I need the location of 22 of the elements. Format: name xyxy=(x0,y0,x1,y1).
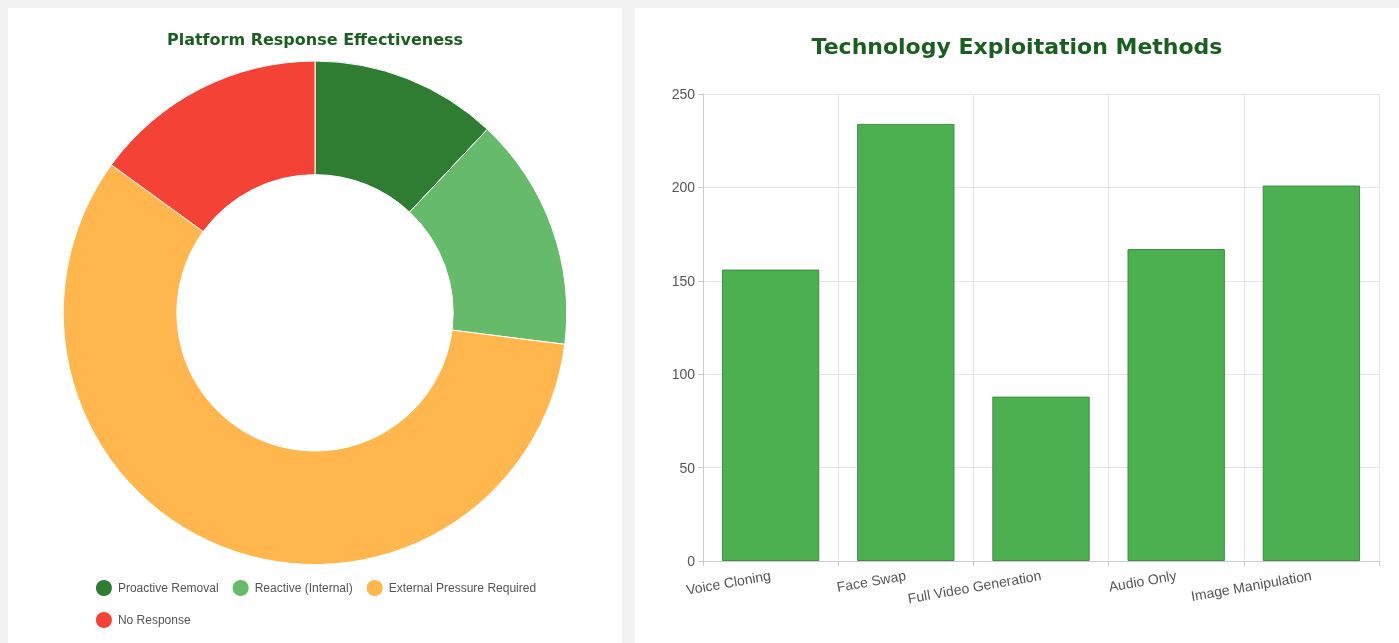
bar xyxy=(721,269,820,561)
y-tick-label: 100 xyxy=(671,366,696,383)
x-tick-label: Full Video Generation xyxy=(906,567,1043,607)
legend-label: Proactive Removal xyxy=(117,581,219,595)
y-tick-label: 150 xyxy=(671,272,696,289)
bar xyxy=(1262,185,1361,561)
bar xyxy=(992,396,1090,561)
y-tick-label: 50 xyxy=(679,459,696,476)
legend-label: No Response xyxy=(117,613,191,627)
chart-title: Platform Response Effectiveness xyxy=(166,29,464,49)
x-tick-label: Audio Only xyxy=(1107,567,1178,595)
y-tick-label: 200 xyxy=(671,179,696,196)
chart-title: Technology Exploitation Methods xyxy=(811,33,1223,59)
y-tick-label: 0 xyxy=(687,553,696,569)
bar xyxy=(1127,249,1225,561)
legend-label: External Pressure Required xyxy=(388,581,537,595)
legend-label: Reactive (Internal) xyxy=(254,581,353,595)
x-tick-label: Face Swap xyxy=(835,567,908,596)
bar xyxy=(857,123,955,561)
y-tick-label: 250 xyxy=(671,86,696,102)
x-tick-label: Image Manipulation xyxy=(1189,567,1313,605)
x-tick-label: Voice Cloning xyxy=(684,567,772,598)
